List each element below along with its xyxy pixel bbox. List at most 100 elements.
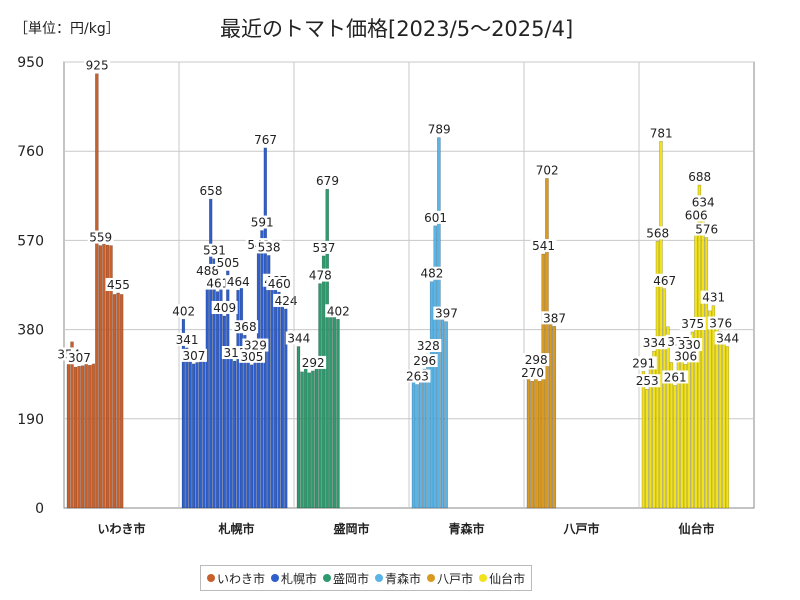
bar <box>662 288 667 509</box>
legend-item: いわき市 <box>207 570 265 587</box>
data-label-bg <box>204 276 231 290</box>
data-label: 334 <box>643 336 666 350</box>
data-label-bg <box>87 230 114 244</box>
bar <box>690 331 695 509</box>
data-label-bg <box>418 266 445 280</box>
data-label: 688 <box>688 170 711 184</box>
data-label-bg <box>662 370 689 384</box>
bar <box>422 368 427 509</box>
bar <box>548 319 553 509</box>
bar <box>314 366 319 509</box>
legend-marker <box>323 574 332 582</box>
legend-marker <box>427 574 436 582</box>
legend-marker <box>207 574 215 582</box>
bar <box>722 338 726 509</box>
bar <box>545 178 549 509</box>
bar <box>280 296 285 509</box>
bar <box>437 137 441 509</box>
data-label-bg <box>252 132 279 146</box>
bar <box>181 319 186 509</box>
data-label: 330 <box>678 338 701 352</box>
data-label: 424 <box>275 294 298 308</box>
data-label: 634 <box>692 195 715 209</box>
bar <box>666 326 670 509</box>
bar <box>332 315 337 509</box>
bar <box>98 245 103 509</box>
bar <box>84 363 88 509</box>
bar <box>336 319 340 509</box>
bar <box>250 364 254 509</box>
bar <box>91 363 96 509</box>
legend-label: 仙台市 <box>489 571 526 586</box>
bar <box>226 270 230 509</box>
bar <box>236 289 240 509</box>
bar <box>105 244 110 509</box>
data-label-bg <box>679 316 706 330</box>
data-label: 397 <box>435 307 458 321</box>
data-label-bg <box>672 349 699 363</box>
data-label-bg <box>84 58 111 72</box>
bar <box>232 360 237 509</box>
data-label-bg <box>415 339 442 353</box>
data-label: 488 <box>196 264 219 278</box>
data-label-bg <box>690 195 717 209</box>
data-label-bg <box>404 369 431 383</box>
data-label-bg <box>644 226 671 240</box>
bar <box>222 315 227 509</box>
data-label-bg <box>700 290 727 304</box>
bar <box>102 243 106 509</box>
bar <box>701 210 705 509</box>
bar <box>253 353 257 509</box>
bar <box>246 352 250 509</box>
data-label-bg <box>707 316 734 330</box>
bar <box>641 371 646 509</box>
data-label: 376 <box>709 316 732 330</box>
x-category-label: いわき市 <box>97 521 145 536</box>
bar <box>444 321 448 509</box>
data-label-bg <box>523 353 550 367</box>
bar <box>669 362 674 509</box>
bar <box>229 357 233 509</box>
y-tick-label: 570 <box>17 233 44 249</box>
data-label: 478 <box>309 269 332 283</box>
data-label: 344 <box>287 332 310 346</box>
legend-marker <box>271 574 280 582</box>
bar <box>415 384 419 509</box>
data-label-bg <box>693 222 720 236</box>
data-label-bg <box>194 263 221 277</box>
unit-label: ［単位：円/kg］ <box>14 21 120 37</box>
data-label: 409 <box>213 301 236 315</box>
data-label-bg <box>530 239 557 253</box>
bar <box>418 380 423 509</box>
y-tick-label: 380 <box>17 323 44 339</box>
bar <box>321 255 326 509</box>
data-label-bg <box>307 268 334 282</box>
data-label: 306 <box>674 349 697 363</box>
bar <box>303 366 308 509</box>
data-label: 368 <box>234 320 257 334</box>
bar <box>311 370 315 509</box>
data-label-bg <box>630 356 657 370</box>
y-tick-label: 190 <box>17 412 44 428</box>
data-label: 328 <box>417 339 440 353</box>
y-tick-label: 0 <box>35 501 44 517</box>
data-label-bg <box>273 293 300 307</box>
bar <box>270 287 274 509</box>
data-label: 576 <box>695 223 718 237</box>
bar <box>185 347 189 509</box>
data-label-bg <box>105 277 132 291</box>
data-label-bg <box>174 332 201 346</box>
data-label: 305 <box>241 350 264 364</box>
bar <box>243 334 247 509</box>
legend-label: いわき市 <box>217 571 266 586</box>
data-label: 559 <box>89 231 112 245</box>
bar <box>70 341 74 509</box>
bar <box>526 376 531 509</box>
bar <box>202 360 206 509</box>
data-label-bg <box>314 174 341 188</box>
x-category-label: 八戸市 <box>562 521 599 536</box>
data-label: 541 <box>532 239 555 253</box>
data-label: 781 <box>650 126 673 140</box>
data-label: 482 <box>420 267 443 281</box>
bar <box>715 319 719 509</box>
